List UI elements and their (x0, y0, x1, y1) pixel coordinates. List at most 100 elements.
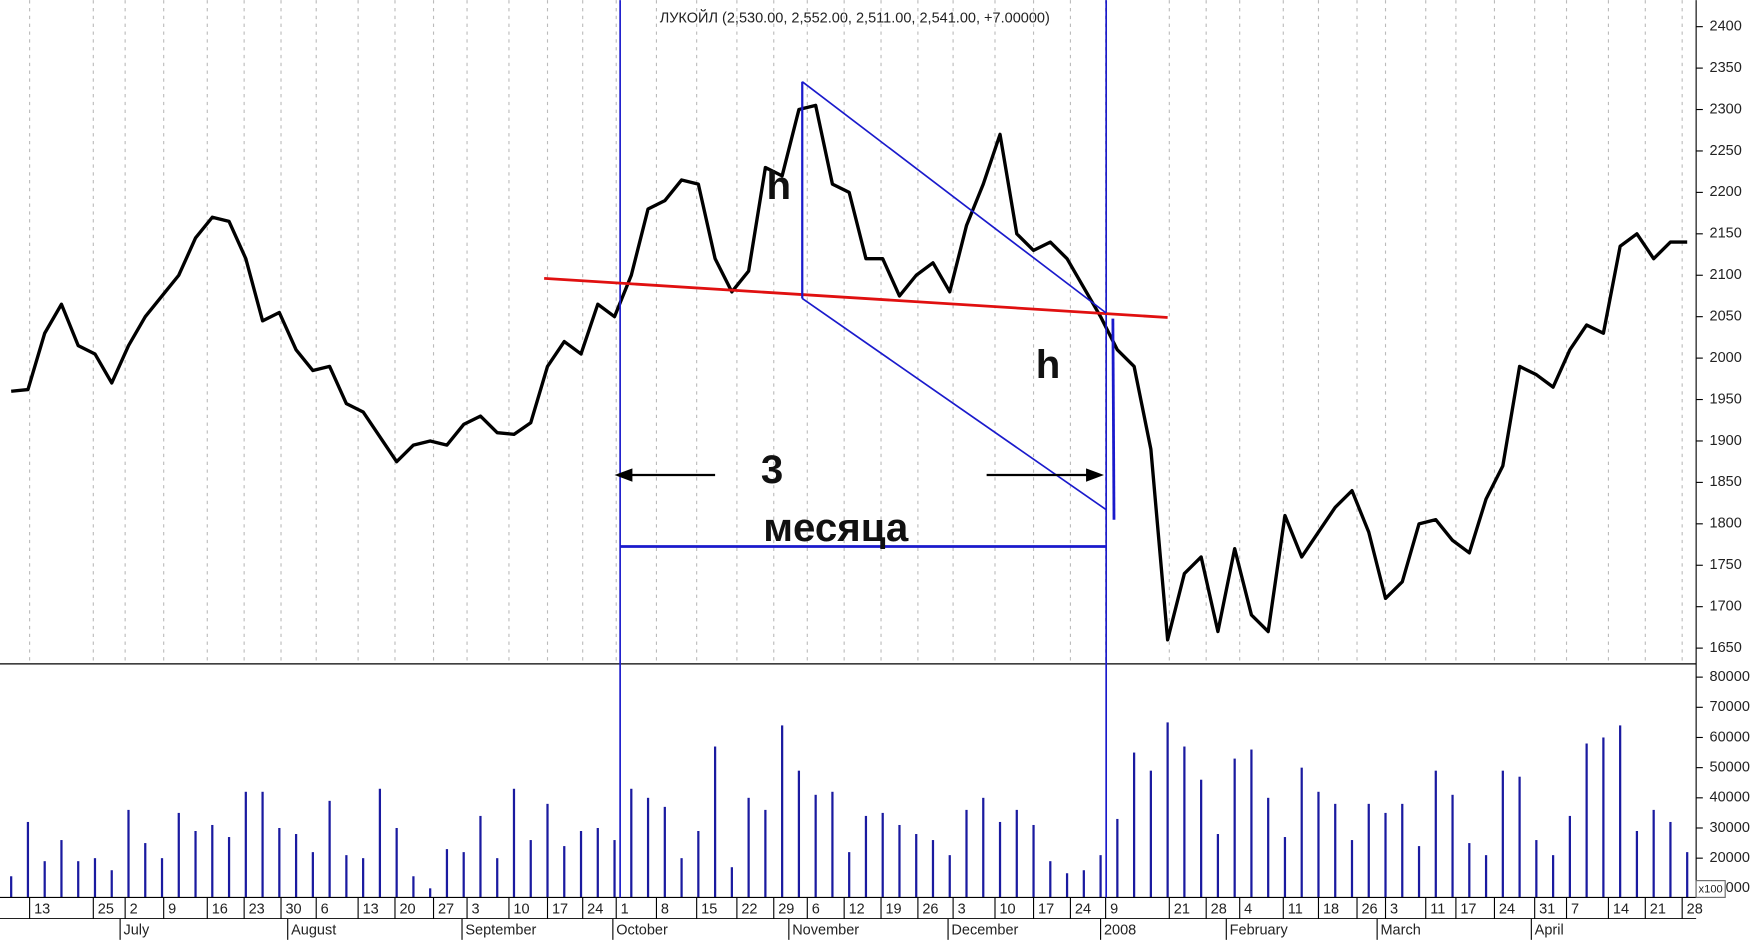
x-tick-label: 17 (1038, 902, 1054, 918)
x-tick-label: 24 (587, 902, 603, 918)
x-tick-label: 11 (1288, 902, 1303, 918)
y-tick-label: 80000 (1710, 669, 1750, 685)
month-label: December (951, 923, 1018, 939)
x-tick-label: 3 (472, 902, 480, 918)
x-tick-label: 3 (1390, 902, 1398, 918)
volume-bar (713, 746, 717, 898)
x-tick-label: 3 (958, 902, 966, 918)
volume-bar (1585, 743, 1588, 898)
x-tick-label: 21 (1650, 902, 1666, 918)
volume-bar (646, 797, 650, 898)
volume-bar (831, 791, 834, 898)
x-tick-label: 28 (1687, 902, 1703, 918)
y-tick-label: 2050 (1710, 309, 1742, 325)
x-tick-label: 22 (741, 902, 757, 918)
volume-bar (680, 858, 683, 898)
volume-bar (965, 809, 968, 898)
x-tick-label: 6 (812, 902, 820, 918)
volume-bar (328, 800, 331, 898)
volume-bar (864, 815, 868, 898)
y-tick-label: 2400 (1710, 18, 1742, 34)
x-tick-label: 6 (321, 902, 329, 918)
x-tick-label: 9 (168, 902, 176, 918)
volume-bar (1049, 861, 1052, 898)
volume-bar (244, 791, 247, 898)
volume-bar (814, 794, 817, 898)
volume-bar (345, 855, 348, 898)
x-tick-label: 26 (922, 902, 938, 918)
month-label: 2008 (1104, 923, 1136, 939)
y-tick-label: 60000 (1710, 729, 1750, 745)
volume-bar (1116, 818, 1119, 898)
volume-bar (512, 788, 516, 898)
y-tick-label: 1850 (1710, 474, 1742, 490)
marks (10, 103, 1689, 898)
volume-bar (630, 788, 633, 898)
volume-bar (1518, 776, 1521, 898)
y-tick-label: 2000 (1710, 350, 1742, 366)
y-tick-label: 1900 (1710, 433, 1742, 449)
x-tick-label: 1 (621, 902, 629, 918)
volume-bar (1384, 812, 1387, 898)
volume-bar (60, 840, 63, 898)
x-tick-label: 17 (552, 902, 568, 918)
y-tick-label: 1650 (1710, 640, 1742, 656)
scale-label: x100 (1699, 884, 1723, 896)
volume-bar (781, 725, 784, 898)
x-tick-label: 21 (1174, 902, 1190, 918)
x-tick-label: 4 (1244, 902, 1252, 918)
volume-bar (194, 831, 197, 898)
y-tick-label: 2350 (1710, 60, 1742, 76)
volume-bar (1484, 855, 1488, 898)
y-tick-label: 2150 (1710, 226, 1742, 242)
volume-bar (764, 809, 767, 898)
price-line (11, 103, 1688, 642)
volume-bar (177, 812, 180, 898)
y-tick-label: 1700 (1710, 599, 1742, 615)
volume-bar (1300, 767, 1303, 898)
volume-bar (546, 803, 549, 898)
month-label: July (123, 923, 150, 939)
y-tick-label: 40000 (1710, 790, 1750, 806)
volume-bar (1334, 803, 1337, 898)
volume-bar (1233, 758, 1236, 898)
volume-bar (127, 809, 130, 898)
volume-bar (378, 788, 382, 898)
volume-bar (77, 861, 80, 898)
volume-bar (898, 824, 901, 898)
volume-bar (1568, 815, 1571, 898)
month-label: April (1535, 923, 1564, 939)
volume-bar (144, 843, 147, 898)
volume-bar (93, 858, 97, 898)
x-tick-label: 17 (1460, 902, 1476, 918)
y-tick-label: 2300 (1710, 101, 1742, 117)
volume-bar (1501, 770, 1504, 898)
x-tick-label: 7 (1571, 902, 1579, 918)
x-tick-label: 29 (778, 902, 794, 918)
volume-bar (1132, 752, 1136, 898)
volume-bar (26, 821, 30, 898)
y-tick-label: 2100 (1710, 267, 1742, 283)
x-tick-label: 9 (1110, 902, 1118, 918)
volume-bar (1015, 809, 1018, 898)
volume-bar (1350, 840, 1354, 898)
x-tick-label: 25 (98, 902, 114, 918)
month-label: February (1230, 923, 1289, 939)
x-tick-label: 13 (363, 902, 379, 918)
volume-bar (1149, 770, 1152, 898)
x-tick-label: 10 (999, 902, 1015, 918)
volume-bar (311, 852, 314, 898)
height-line (1111, 318, 1116, 520)
volume-bar (998, 821, 1002, 898)
volume-bar (1619, 725, 1622, 898)
volume-bar (797, 770, 801, 898)
arrow-head (614, 468, 633, 482)
x-tick-label: 14 (1613, 902, 1629, 918)
x-tick-label: 27 (438, 902, 454, 918)
volume-bar (697, 831, 700, 898)
month-label: November (792, 923, 859, 939)
volume-bar (1652, 809, 1655, 898)
y-tick-label: 1950 (1710, 391, 1742, 407)
y-tick-label: 1800 (1710, 516, 1742, 532)
annotation: 3 (761, 447, 783, 492)
